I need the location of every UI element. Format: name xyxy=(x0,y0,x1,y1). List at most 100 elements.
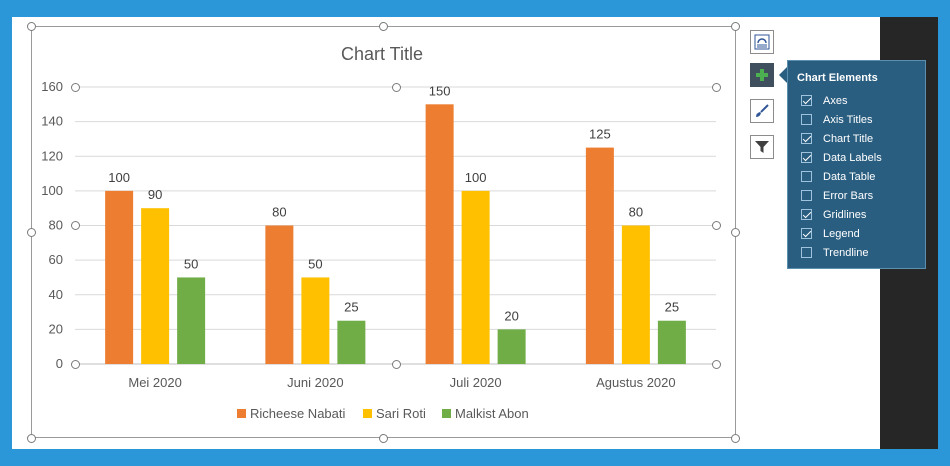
y-tick-label: 20 xyxy=(49,321,63,336)
bar[interactable] xyxy=(585,147,614,364)
x-tick-label: Juni 2020 xyxy=(287,375,343,390)
checkbox-chart-title[interactable] xyxy=(801,133,812,144)
panel-item-label: Axis Titles xyxy=(823,113,873,126)
resize-handle[interactable] xyxy=(378,433,388,443)
resize-handle[interactable] xyxy=(730,433,740,443)
legend[interactable]: Richeese Nabati Sari Roti Malkist Abon xyxy=(237,406,529,421)
legend-label: Richeese Nabati xyxy=(250,406,345,421)
panel-item-label: Data Labels xyxy=(823,151,882,164)
legend-label: Malkist Abon xyxy=(455,406,529,421)
x-tick-label: Mei 2020 xyxy=(128,375,181,390)
x-tick-label: Juli 2020 xyxy=(450,375,502,390)
panel-title: Chart Elements xyxy=(797,72,878,84)
resize-handle[interactable] xyxy=(70,220,80,230)
data-label: 80 xyxy=(272,205,286,220)
data-label: 100 xyxy=(108,170,130,185)
bar[interactable] xyxy=(141,208,170,364)
resize-handle[interactable] xyxy=(730,227,740,237)
panel-item-axis-titles[interactable]: Axis Titles xyxy=(801,112,873,127)
brush-icon xyxy=(756,104,769,117)
chart-title[interactable]: Chart Title xyxy=(341,44,423,64)
resize-handle[interactable] xyxy=(711,82,721,92)
chart-elements-panel: Chart Elements Axes Axis Titles Chart Ti… xyxy=(787,60,926,269)
y-tick-label: 80 xyxy=(49,218,63,233)
bar[interactable] xyxy=(621,225,650,365)
panel-item-data-table[interactable]: Data Table xyxy=(801,169,875,184)
data-label: 20 xyxy=(504,308,518,323)
filter-icon xyxy=(755,141,769,153)
y-tick-label: 100 xyxy=(41,183,63,198)
data-label: 50 xyxy=(308,256,322,271)
bar[interactable] xyxy=(337,320,366,364)
layout-options-icon xyxy=(754,34,770,50)
data-label: 90 xyxy=(148,187,162,202)
data-label: 50 xyxy=(184,256,198,271)
data-label: 25 xyxy=(665,300,679,315)
y-axis-ticks: 0 20 40 60 80 100 120 140 160 xyxy=(41,79,63,371)
panel-item-data-labels[interactable]: Data Labels xyxy=(801,150,882,165)
bar[interactable] xyxy=(461,190,490,364)
resize-handle[interactable] xyxy=(378,21,388,31)
data-label: 125 xyxy=(589,127,611,142)
checkbox-gridlines[interactable] xyxy=(801,209,812,220)
resize-handle[interactable] xyxy=(730,21,740,31)
bar[interactable] xyxy=(497,329,526,364)
chart-styles-button[interactable] xyxy=(750,99,774,123)
x-tick-label: Agustus 2020 xyxy=(596,375,676,390)
checkbox-legend[interactable] xyxy=(801,228,812,239)
y-tick-label: 60 xyxy=(49,252,63,267)
resize-handle[interactable] xyxy=(26,227,36,237)
bar[interactable] xyxy=(425,104,454,364)
legend-label: Sari Roti xyxy=(376,406,426,421)
data-label: 80 xyxy=(629,205,643,220)
bar[interactable] xyxy=(657,320,686,364)
legend-swatch xyxy=(363,409,372,418)
y-tick-label: 0 xyxy=(56,356,63,371)
panel-item-chart-title[interactable]: Chart Title xyxy=(801,131,873,146)
checkbox-data-labels[interactable] xyxy=(801,152,812,163)
panel-item-label: Trendline xyxy=(823,246,869,259)
resize-handle[interactable] xyxy=(391,359,401,369)
data-label: 150 xyxy=(429,83,451,98)
resize-handle[interactable] xyxy=(70,82,80,92)
panel-item-axes[interactable]: Axes xyxy=(801,93,847,108)
checkbox-axes[interactable] xyxy=(801,95,812,106)
bar[interactable] xyxy=(301,277,330,364)
resize-handle[interactable] xyxy=(711,220,721,230)
chart-elements-button[interactable] xyxy=(750,63,774,87)
y-tick-label: 120 xyxy=(41,148,63,163)
y-tick-label: 160 xyxy=(41,79,63,94)
panel-item-gridlines[interactable]: Gridlines xyxy=(801,207,866,222)
resize-handle[interactable] xyxy=(26,433,36,443)
bar[interactable] xyxy=(105,190,134,364)
y-tick-label: 40 xyxy=(49,287,63,302)
y-tick-label: 140 xyxy=(41,114,63,129)
panel-item-trendline[interactable]: Trendline xyxy=(801,245,868,260)
resize-handle[interactable] xyxy=(711,359,721,369)
bars[interactable] xyxy=(105,104,686,364)
panel-item-label: Legend xyxy=(823,227,860,240)
gridlines xyxy=(75,86,716,365)
checkbox-data-table[interactable] xyxy=(801,171,812,182)
chart-filters-button[interactable] xyxy=(750,135,774,159)
bar[interactable] xyxy=(265,225,294,365)
layout-options-button[interactable] xyxy=(750,30,774,54)
panel-item-label: Axes xyxy=(823,94,848,107)
legend-swatch xyxy=(237,409,246,418)
data-label: 25 xyxy=(344,300,358,315)
legend-entry[interactable]: Richeese Nabati xyxy=(237,406,345,421)
resize-handle[interactable] xyxy=(70,359,80,369)
legend-entry[interactable]: Sari Roti xyxy=(363,406,426,421)
resize-handle[interactable] xyxy=(26,21,36,31)
checkbox-error-bars[interactable] xyxy=(801,190,812,201)
plus-icon xyxy=(756,69,768,81)
legend-entry[interactable]: Malkist Abon xyxy=(442,406,529,421)
panel-item-legend[interactable]: Legend xyxy=(801,226,860,241)
resize-handle[interactable] xyxy=(391,82,401,92)
bar[interactable] xyxy=(177,277,206,364)
panel-item-label: Gridlines xyxy=(823,208,867,221)
checkbox-axis-titles[interactable] xyxy=(801,114,812,125)
checkbox-trendline[interactable] xyxy=(801,247,812,258)
panel-item-error-bars[interactable]: Error Bars xyxy=(801,188,873,203)
panel-item-label: Chart Title xyxy=(823,132,874,145)
